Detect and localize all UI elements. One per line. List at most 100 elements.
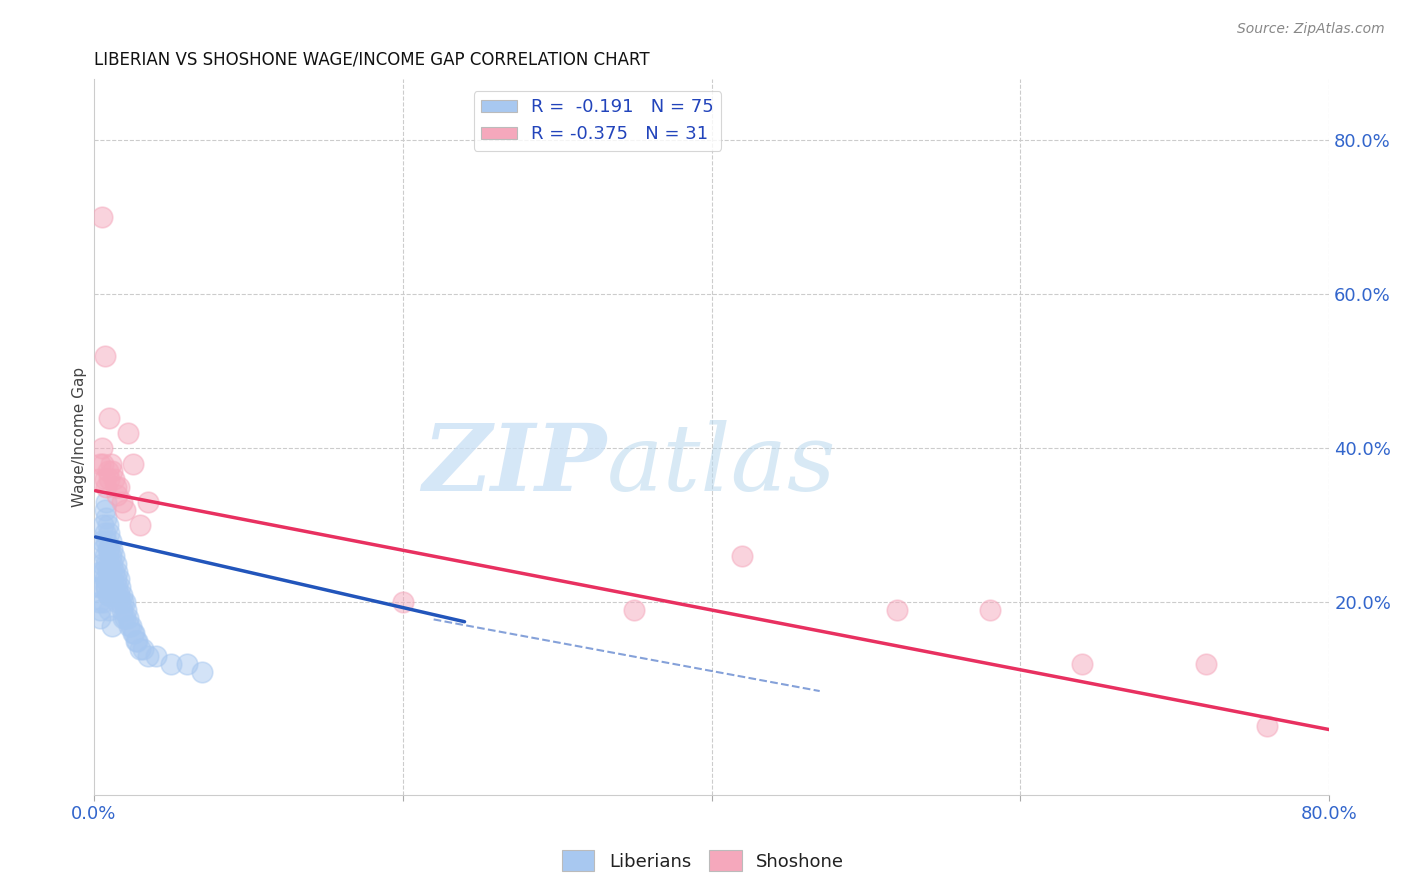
Point (117, 611, 139, 625)
Text: atlas: atlas (606, 420, 837, 510)
Point (97, 541, 120, 556)
Text: ZIP: ZIP (422, 420, 606, 510)
Point (103, 472, 125, 486)
Y-axis label: Wage/Income Gap: Wage/Income Gap (72, 367, 87, 507)
Point (101, 618, 124, 632)
Point (89, 603, 111, 617)
Point (100, 533, 122, 548)
Point (96, 580, 118, 594)
Point (103, 580, 125, 594)
Point (90, 211, 112, 225)
Point (100, 549, 122, 564)
Point (93, 549, 115, 564)
Point (97, 465, 120, 479)
Point (90, 442, 112, 456)
Point (121, 457, 143, 471)
Point (98, 557, 121, 571)
Point (1195, 657, 1218, 671)
Point (87, 595, 110, 609)
Point (136, 649, 159, 664)
Point (105, 595, 128, 609)
Point (96, 580, 118, 594)
Text: Source: ZipAtlas.com: Source: ZipAtlas.com (1237, 22, 1385, 37)
Point (101, 541, 124, 556)
Point (114, 595, 136, 609)
Point (91, 457, 114, 471)
Point (115, 603, 138, 617)
Point (93, 472, 115, 486)
Point (105, 487, 128, 501)
Point (98, 526, 121, 541)
Point (90, 557, 112, 571)
Point (112, 595, 135, 609)
Point (91, 565, 114, 579)
Point (623, 603, 645, 617)
Point (93, 526, 115, 541)
Point (886, 603, 908, 617)
Point (98, 541, 121, 556)
Point (97, 588, 120, 602)
Point (100, 565, 122, 579)
Point (90, 533, 112, 548)
Point (108, 595, 131, 609)
Point (98, 410, 121, 425)
Point (176, 657, 198, 671)
Point (112, 611, 135, 625)
Point (91, 595, 114, 609)
Point (98, 572, 121, 586)
Point (101, 465, 124, 479)
Point (111, 588, 134, 602)
Point (979, 603, 1001, 617)
Point (91, 518, 114, 533)
Point (97, 518, 120, 533)
Point (391, 595, 413, 609)
Point (100, 580, 122, 594)
Point (103, 549, 125, 564)
Point (90, 580, 112, 594)
Point (87, 472, 110, 486)
Point (120, 618, 142, 632)
Point (89, 611, 111, 625)
Point (91, 541, 114, 556)
Point (100, 457, 122, 471)
Point (107, 572, 129, 586)
Point (731, 549, 754, 564)
Point (111, 495, 134, 509)
Point (118, 618, 141, 632)
Text: LIBERIAN VS SHOSHONE WAGE/INCOME GAP CORRELATION CHART: LIBERIAN VS SHOSHONE WAGE/INCOME GAP COR… (94, 51, 650, 69)
Point (96, 533, 118, 548)
Point (117, 425, 139, 440)
Point (132, 641, 155, 656)
Point (127, 634, 149, 648)
Point (114, 611, 136, 625)
Legend: R =  -0.191   N = 75, R = -0.375   N = 31: R = -0.191 N = 75, R = -0.375 N = 31 (474, 91, 721, 151)
Point (87, 580, 110, 594)
Point (93, 349, 115, 363)
Point (96, 495, 118, 509)
Point (114, 503, 136, 517)
Point (129, 641, 152, 656)
Point (107, 588, 129, 602)
Point (1256, 719, 1278, 733)
Point (1071, 657, 1094, 671)
Point (104, 557, 127, 571)
Point (101, 572, 124, 586)
Point (93, 503, 115, 517)
Point (124, 634, 146, 648)
Point (93, 572, 115, 586)
Point (105, 565, 128, 579)
Point (96, 510, 118, 524)
Point (96, 557, 118, 571)
Point (122, 626, 145, 640)
Point (191, 665, 214, 679)
Legend: Liberians, Shoshone: Liberians, Shoshone (555, 843, 851, 879)
Point (121, 626, 143, 640)
Point (129, 518, 152, 533)
Point (108, 580, 131, 594)
Point (98, 603, 121, 617)
Point (107, 480, 129, 494)
Point (105, 580, 128, 594)
Point (89, 565, 111, 579)
Point (98, 472, 121, 486)
Point (101, 588, 124, 602)
